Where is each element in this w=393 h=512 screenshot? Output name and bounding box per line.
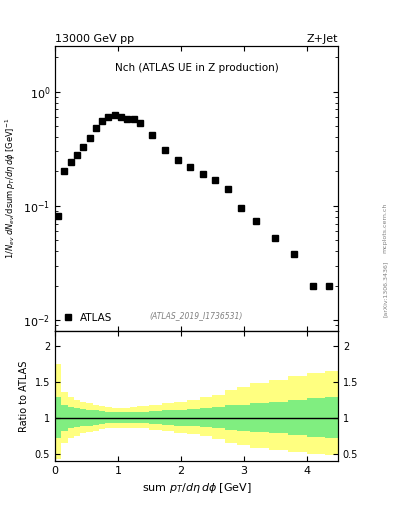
ATLAS [238,205,243,211]
Text: Z+Jet: Z+Jet [307,33,338,44]
ATLAS [150,132,155,138]
ATLAS [254,219,259,225]
Y-axis label: Ratio to ATLAS: Ratio to ATLAS [19,360,29,432]
ATLAS [213,177,218,183]
ATLAS [119,114,123,120]
Text: Nch (ATLAS UE in Z production): Nch (ATLAS UE in Z production) [115,63,278,73]
ATLAS [56,212,61,219]
Text: [arXiv:1306.3436]: [arXiv:1306.3436] [383,261,387,317]
ATLAS [62,168,67,175]
ATLAS [292,251,296,257]
ATLAS [106,114,111,120]
ATLAS [75,152,79,158]
Text: (ATLAS_2019_I1736531): (ATLAS_2019_I1736531) [150,311,243,320]
ATLAS [125,116,130,122]
ATLAS [138,120,142,126]
Text: 13000 GeV pp: 13000 GeV pp [55,33,134,44]
ATLAS [188,164,193,170]
ATLAS [100,118,105,124]
Text: mcplots.cern.ch: mcplots.cern.ch [383,203,387,253]
ATLAS [175,157,180,163]
ATLAS [112,112,117,118]
ATLAS [310,283,315,289]
Legend: ATLAS: ATLAS [60,310,116,326]
ATLAS [131,116,136,122]
Y-axis label: $1/N_{ev}\;dN_{ev}/\mathrm{dsum}\,p_T/d\eta\,d\phi\;[\mathrm{GeV}]^{-1}$: $1/N_{ev}\;dN_{ev}/\mathrm{dsum}\,p_T/d\… [3,118,18,259]
ATLAS [273,235,277,241]
ATLAS [81,143,86,150]
Line: ATLAS: ATLAS [55,113,331,288]
ATLAS [68,159,73,165]
ATLAS [226,186,230,192]
ATLAS [87,135,92,141]
X-axis label: sum $p_T/d\eta\,d\phi$ [GeV]: sum $p_T/d\eta\,d\phi$ [GeV] [141,481,252,495]
ATLAS [200,171,205,177]
ATLAS [163,146,167,153]
ATLAS [94,125,98,131]
ATLAS [326,283,331,289]
